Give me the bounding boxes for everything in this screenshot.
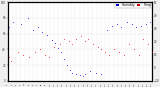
Point <box>137 54 140 55</box>
Point <box>96 46 99 47</box>
Point <box>140 25 142 26</box>
Point <box>113 49 116 50</box>
Point <box>54 42 56 44</box>
Point <box>58 43 61 45</box>
Point <box>130 23 133 25</box>
Point <box>51 39 54 41</box>
Point <box>60 52 62 53</box>
Point <box>44 54 46 55</box>
Point <box>116 23 118 25</box>
Point <box>127 43 130 45</box>
Point <box>142 38 144 40</box>
Point <box>107 54 110 55</box>
Point <box>100 74 103 75</box>
Point <box>94 72 97 74</box>
Point <box>32 29 34 30</box>
Point <box>65 64 68 66</box>
Point <box>68 69 71 70</box>
Point <box>123 54 126 55</box>
Point <box>17 51 20 53</box>
Point <box>63 58 65 59</box>
Point <box>22 54 25 55</box>
Point <box>125 21 128 23</box>
Point <box>37 27 39 28</box>
Point <box>147 43 149 45</box>
Point <box>150 51 153 53</box>
Point <box>8 56 10 58</box>
Point <box>57 47 59 48</box>
Legend: Humidity, Temp: Humidity, Temp <box>115 3 151 8</box>
Point <box>34 51 36 53</box>
Point <box>71 72 74 74</box>
Point <box>71 43 74 45</box>
Point <box>27 17 29 19</box>
Point <box>41 31 44 33</box>
Point <box>106 29 108 30</box>
Point <box>48 56 51 58</box>
Point <box>118 51 121 53</box>
Point <box>89 71 92 72</box>
Point <box>87 38 90 40</box>
Point <box>145 23 147 25</box>
Point <box>10 60 12 62</box>
Point <box>135 27 137 28</box>
Point <box>12 21 15 23</box>
Point <box>81 75 84 77</box>
Point <box>75 38 77 40</box>
Point <box>63 38 65 40</box>
Point <box>39 49 41 50</box>
Point <box>104 51 106 53</box>
Point <box>132 49 135 50</box>
Point <box>91 43 94 45</box>
Point <box>19 23 22 25</box>
Point <box>100 49 103 50</box>
Point <box>46 34 48 36</box>
Point <box>75 74 77 75</box>
Point <box>111 25 113 26</box>
Point <box>84 41 87 42</box>
Point <box>68 41 70 42</box>
Point <box>120 27 123 28</box>
Point <box>28 56 31 58</box>
Point <box>78 75 81 76</box>
Point <box>84 74 87 75</box>
Point <box>80 35 82 37</box>
Point <box>53 46 56 47</box>
Point <box>8 27 10 28</box>
Point <box>149 21 152 23</box>
